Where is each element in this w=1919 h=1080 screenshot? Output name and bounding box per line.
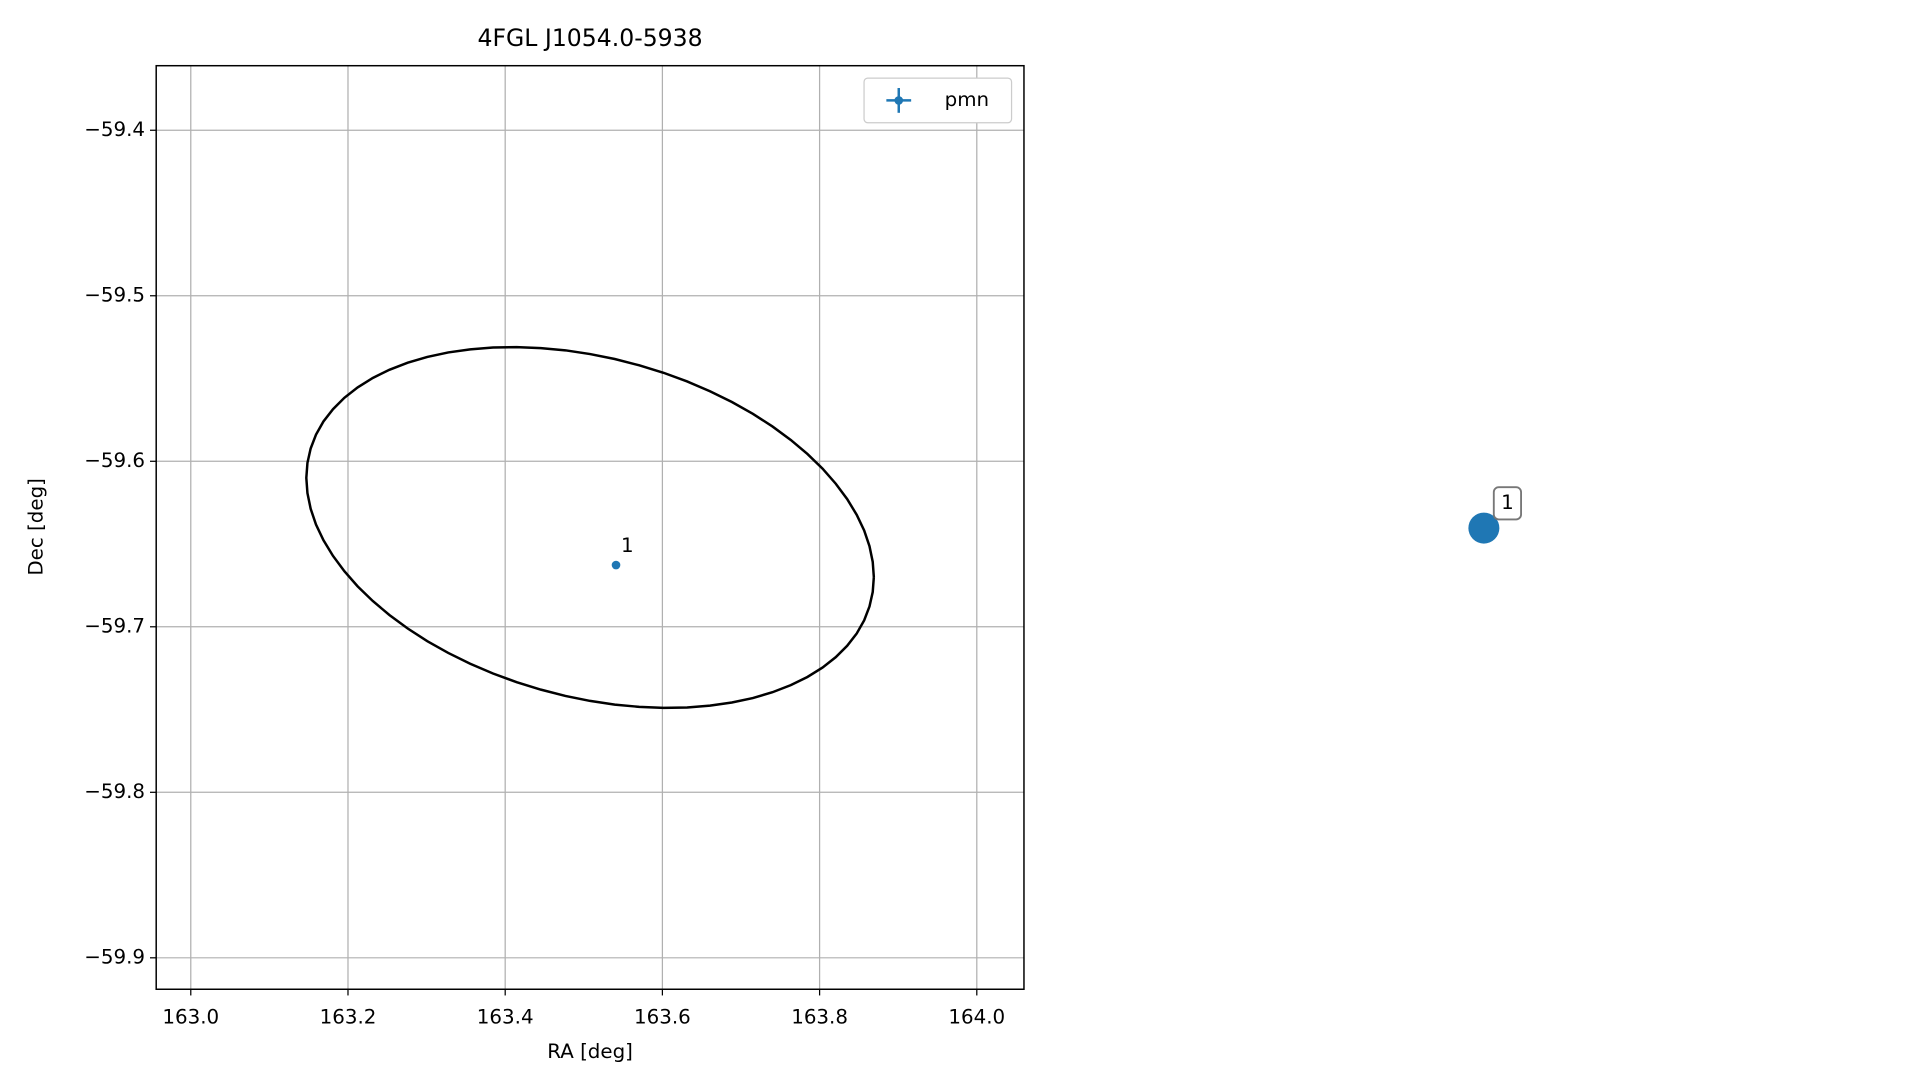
- x-tick-label: 163.2: [320, 1005, 377, 1028]
- frame: [155, 64, 1025, 990]
- x-tick-label: 163.4: [477, 1005, 534, 1028]
- y-tick-label: −59.9: [84, 945, 145, 968]
- y-tick-label: −59.4: [84, 118, 145, 141]
- legend-label: pmn: [945, 88, 989, 111]
- point: [611, 560, 621, 570]
- y-tick-label: −59.6: [84, 449, 145, 472]
- marker-label-box: [1492, 486, 1522, 521]
- x-tick-label: 164.0: [948, 1005, 1005, 1028]
- y-tick-label: −59.8: [84, 780, 145, 803]
- x-tick-label: 163.0: [162, 1005, 219, 1028]
- marker: [1468, 512, 1500, 544]
- legend-box: [863, 77, 1013, 124]
- chart-title: 4FGL J1054.0-5938: [478, 24, 703, 52]
- legend-marker: [894, 96, 904, 105]
- x-axis-label: RA [deg]: [547, 1040, 633, 1063]
- y-tick-label: −59.7: [84, 614, 145, 637]
- x-tick-label: 163.8: [791, 1005, 848, 1028]
- y-tick-label: −59.5: [84, 283, 145, 306]
- point-label: 1: [621, 534, 634, 557]
- error-ellipse: [305, 345, 876, 710]
- x-tick-label: 163.6: [634, 1005, 691, 1028]
- marker-label: 1: [1501, 491, 1514, 514]
- y-axis-label: Dec [deg]: [25, 478, 48, 576]
